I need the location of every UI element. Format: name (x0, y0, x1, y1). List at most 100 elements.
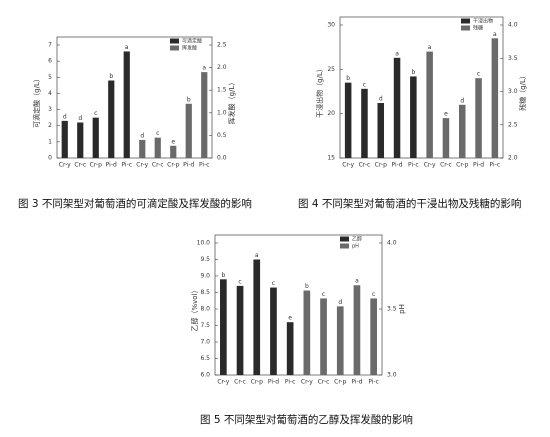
x-tick-label: Pi-d (106, 162, 117, 169)
bar (185, 103, 192, 158)
significance-letter: b (346, 75, 350, 82)
tick-label: 1.5 (217, 87, 227, 94)
significance-letter: d (379, 96, 383, 103)
significance-letter: c (477, 71, 480, 78)
significance-letter: a (493, 31, 497, 38)
x-tick-label: Cr-c (74, 162, 86, 169)
bar (393, 57, 401, 158)
x-tick-label: Cr-y (342, 162, 354, 169)
y2-axis-label: 残糖（g/L） (518, 72, 527, 111)
bar (370, 298, 377, 375)
tick-label: 4 (48, 90, 52, 97)
tick-label: 9.5 (200, 256, 210, 263)
tick-label: 6.5 (200, 355, 210, 362)
significance-letter: c (322, 291, 325, 298)
bar (220, 279, 227, 375)
legend-label: 残糖 (473, 25, 483, 32)
significance-letter: b (187, 96, 191, 103)
figure-caption: 图 5 不同架型对葡萄酒的乙醇及挥发酸的影响 (200, 413, 413, 426)
tick-label: 0.0 (217, 155, 227, 162)
x-tick-label: Pi-d (183, 162, 194, 169)
plot-frame (339, 16, 504, 159)
tick-label: 5 (48, 74, 52, 81)
tick-label: 0 (48, 155, 52, 162)
tick-label: 3.5 (387, 306, 397, 313)
x-tick-label: Pi-c (199, 162, 210, 169)
figure-caption: 图 3 不同架型对葡萄酒的可滴定酸及挥发酸的影响 (18, 197, 252, 210)
bar (377, 103, 385, 158)
tick-label: 8.0 (200, 306, 210, 313)
x-tick-label: Cr-p (375, 162, 387, 169)
tick-label: 4.0 (387, 240, 397, 247)
x-tick-label: Pi-d (473, 162, 484, 169)
bar (286, 322, 294, 375)
bar (344, 82, 352, 158)
y2-axis-label: 挥发酸（g/L） (227, 79, 236, 125)
bar (77, 122, 84, 158)
significance-letter: c (156, 130, 159, 137)
tick-label: 15 (327, 155, 335, 162)
significance-letter: c (363, 81, 366, 88)
tick-label: 9.0 (200, 273, 210, 280)
x-tick-label: Pi-d (268, 379, 279, 386)
figure-caption: 图 4 不同架型对葡萄酒的干浸出物及残糖的影响 (298, 197, 521, 210)
legend-swatch (170, 45, 179, 51)
bar (320, 298, 327, 375)
x-tick-label: Pi-c (121, 162, 132, 169)
tick-label: 3.0 (508, 88, 518, 95)
x-tick-label: Cr-c (234, 379, 246, 386)
significance-letter: e (288, 315, 292, 322)
tick-label: 6 (48, 58, 52, 65)
significance-letter: a (125, 44, 129, 51)
significance-letter: a (395, 50, 399, 57)
significance-letter: b (411, 69, 415, 76)
legend-swatch (340, 236, 349, 242)
x-tick-label: Cr-y (59, 162, 71, 169)
significance-letter: a (202, 65, 206, 72)
bar (361, 88, 368, 158)
significance-letter: b (221, 272, 225, 279)
bar (236, 285, 244, 375)
plot-frame (56, 36, 213, 159)
significance-letter: d (460, 97, 464, 104)
x-tick-label: Cr-y (424, 162, 436, 169)
x-tick-label: Pi-d (391, 162, 402, 169)
significance-letter: d (140, 132, 144, 139)
x-tick-label: Cr-y (136, 162, 148, 169)
significance-letter: e (171, 138, 175, 145)
legend-swatch (170, 38, 179, 44)
legend-label: 乙醇 (352, 236, 362, 243)
tick-label: 8.5 (200, 289, 210, 296)
x-tick-label: Cr-y (217, 379, 229, 386)
legend-label: pH (352, 244, 359, 250)
significance-letter: d (78, 115, 82, 122)
tick-label: 3.0 (387, 372, 397, 379)
tick-label: 2.0 (508, 155, 518, 162)
bar (253, 259, 261, 375)
x-tick-label: Cr-c (318, 379, 330, 386)
tick-label: 2.5 (508, 121, 518, 128)
tick-label: 2.5 (217, 42, 227, 49)
tick-label: 7.5 (200, 322, 210, 329)
bar (108, 80, 115, 158)
significance-letter: a (255, 252, 259, 259)
tick-label: 3 (48, 106, 52, 113)
bar (154, 137, 161, 158)
legend-label: 可滴定酸 (182, 38, 202, 45)
bar (123, 51, 130, 159)
significance-letter: c (372, 291, 375, 298)
bar (442, 118, 450, 158)
tick-label: 1.0 (217, 109, 227, 116)
x-tick-label: Cr-p (167, 162, 179, 169)
legend-swatch (340, 243, 349, 249)
y-axis-label: 干浸出物（g/L） (315, 65, 324, 118)
x-tick-label: Cr-p (334, 379, 346, 386)
y2-axis-label: pH (398, 304, 406, 314)
x-tick-label: Pi-c (408, 162, 419, 169)
y-axis-label: 可滴定酸（g/L） (32, 75, 41, 128)
legend-swatch (461, 18, 470, 24)
tick-label: 2.0 (217, 64, 227, 71)
tick-label: 6.0 (200, 372, 210, 379)
tick-label: 7 (48, 42, 52, 49)
